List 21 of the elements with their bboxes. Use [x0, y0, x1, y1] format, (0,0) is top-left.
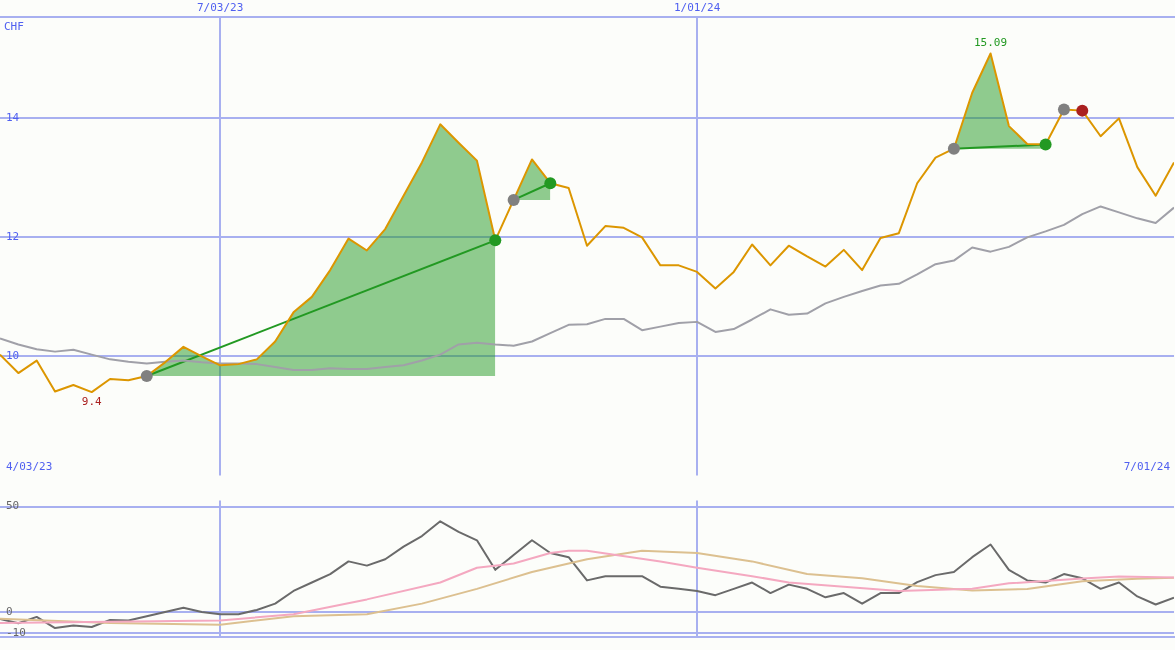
- y-axis-title: CHF: [4, 19, 24, 33]
- point: [507, 193, 520, 206]
- point: [947, 142, 960, 155]
- x-tick-label: 7/03/23: [196, 1, 244, 15]
- y-tick-label: -10: [6, 626, 26, 640]
- point: [1039, 138, 1052, 151]
- point: [1076, 104, 1089, 117]
- x-tick-label: 1/01/24: [673, 1, 721, 15]
- y-tick-label: 10: [6, 349, 20, 363]
- annotation: 9.4: [81, 395, 103, 409]
- y-tick-label: 12: [6, 230, 20, 244]
- annotation: 7/01/24: [1123, 459, 1171, 473]
- point: [140, 370, 153, 383]
- point: [489, 234, 502, 247]
- point: [1057, 103, 1070, 116]
- point: [544, 177, 557, 190]
- y-tick-label: 50: [6, 499, 20, 513]
- annotation: 15.09: [974, 35, 1008, 49]
- y-tick-label: 14: [6, 111, 20, 125]
- annotation: 4/03/23: [6, 459, 53, 473]
- y-tick-label: 0: [6, 604, 13, 618]
